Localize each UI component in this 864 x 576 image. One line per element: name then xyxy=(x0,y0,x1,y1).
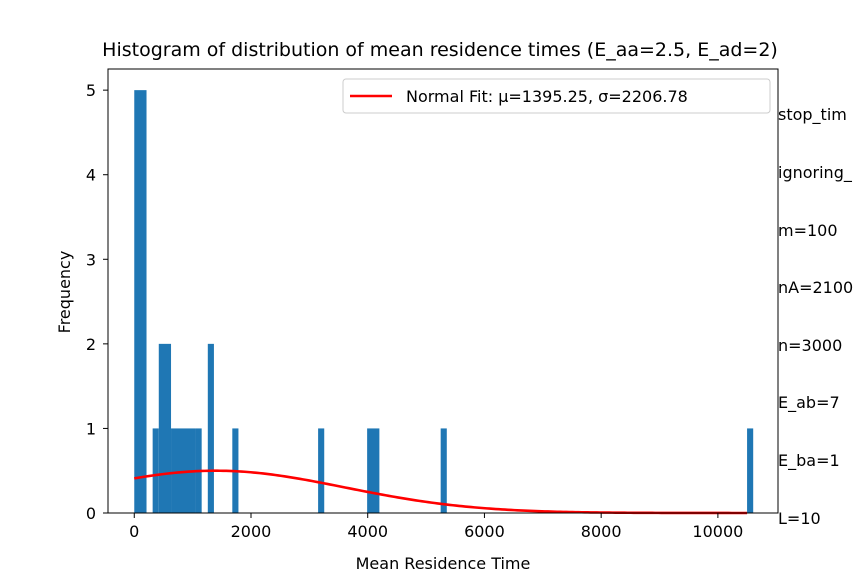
legend: Normal Fit: μ=1395.25, σ=2206.78 xyxy=(342,78,771,114)
y-axis-ticks: 0 1 2 3 4 5 xyxy=(86,81,108,523)
x-axis-label: Mean Residence Time xyxy=(356,554,531,573)
note-n: n=3000 xyxy=(778,335,843,355)
legend-entry-normal-fit: Normal Fit: μ=1395.25, σ=2206.78 xyxy=(406,87,688,106)
note-l: L=10 xyxy=(778,508,821,528)
y-tick-label: 2 xyxy=(86,335,96,354)
y-tick-label: 5 xyxy=(86,81,96,100)
histogram-bar-8 xyxy=(367,428,380,513)
histogram-bar-0 xyxy=(134,90,147,514)
histogram-bar-7 xyxy=(318,428,325,513)
legend-box xyxy=(342,78,771,114)
y-tick-label: 4 xyxy=(86,166,96,185)
y-tick-label: 1 xyxy=(86,419,96,438)
histogram-bar-10 xyxy=(747,428,754,513)
x-tick-label: 4000 xyxy=(347,522,388,541)
x-axis-ticks: 0 2000 4000 6000 8000 10000 xyxy=(129,513,743,541)
plot-frame xyxy=(107,68,779,514)
histogram-bars xyxy=(134,90,754,514)
note-stop-time: stop_tim xyxy=(778,105,847,125)
note-m: m=100 xyxy=(778,220,838,240)
x-tick-label: 6000 xyxy=(464,522,505,541)
side-notes: stop_tim ignoring_ m=100 nA=2100 n=3000 … xyxy=(778,67,853,547)
chart-title: Histogram of distribution of mean reside… xyxy=(102,39,778,61)
x-tick-label: 2000 xyxy=(231,522,272,541)
histogram-bar-9 xyxy=(440,428,447,513)
x-tick-label: 0 xyxy=(129,522,139,541)
histogram-bar-1 xyxy=(152,428,159,513)
y-tick-label: 3 xyxy=(86,250,96,269)
note-ignoring: ignoring_ xyxy=(778,163,852,182)
x-tick-label: 8000 xyxy=(581,522,622,541)
histogram-bar-2 xyxy=(158,343,172,513)
y-axis-label: Frequency xyxy=(55,251,74,334)
note-na: nA=2100 xyxy=(778,278,854,298)
normal-fit-line xyxy=(134,469,748,515)
note-e-ba: E_ba=1 xyxy=(778,450,840,470)
note-e-ab: E_ab=7 xyxy=(778,393,840,413)
x-tick-label: 10000 xyxy=(692,522,743,541)
histogram-bar-5 xyxy=(207,343,214,513)
y-tick-label: 0 xyxy=(86,504,96,523)
